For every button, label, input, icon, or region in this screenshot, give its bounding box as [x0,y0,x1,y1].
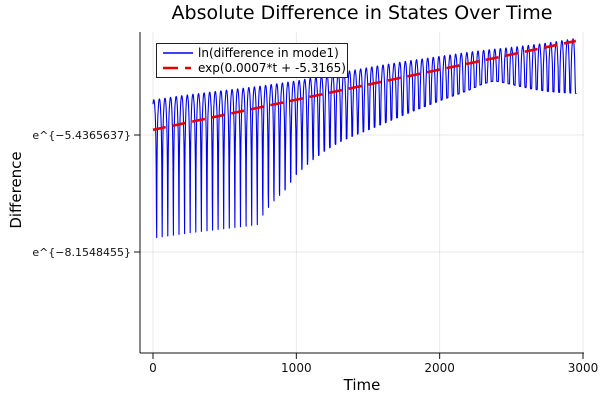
legend-solid-line-icon [163,51,193,54]
y-tick-label: e^{−8.1548455} [32,246,131,259]
x-tick-label: 1000 [281,361,312,375]
series-exp-fit-line [152,39,577,132]
legend-dashed-line-icon [163,66,193,70]
legend-item-series2: exp(0.0007*t + -5.3165) [161,61,346,77]
x-axis-label: Time [343,376,381,394]
x-tick-label: 0 [149,361,157,375]
y-tick-label: e^{−5.4365637} [32,129,131,142]
legend-label-series2: exp(0.0007*t + -5.3165) [198,61,346,76]
x-tick-label: 2000 [424,361,455,375]
series-ln-difference-line [152,38,577,239]
legend: ln(difference in mode1) exp(0.0007*t + -… [156,43,348,78]
legend-item-series1: ln(difference in mode1) [161,45,343,61]
x-tick-label: 3000 [568,361,599,375]
chart-title: Absolute Difference in States Over Time [171,2,553,24]
legend-label-series1: ln(difference in mode1) [198,45,339,60]
